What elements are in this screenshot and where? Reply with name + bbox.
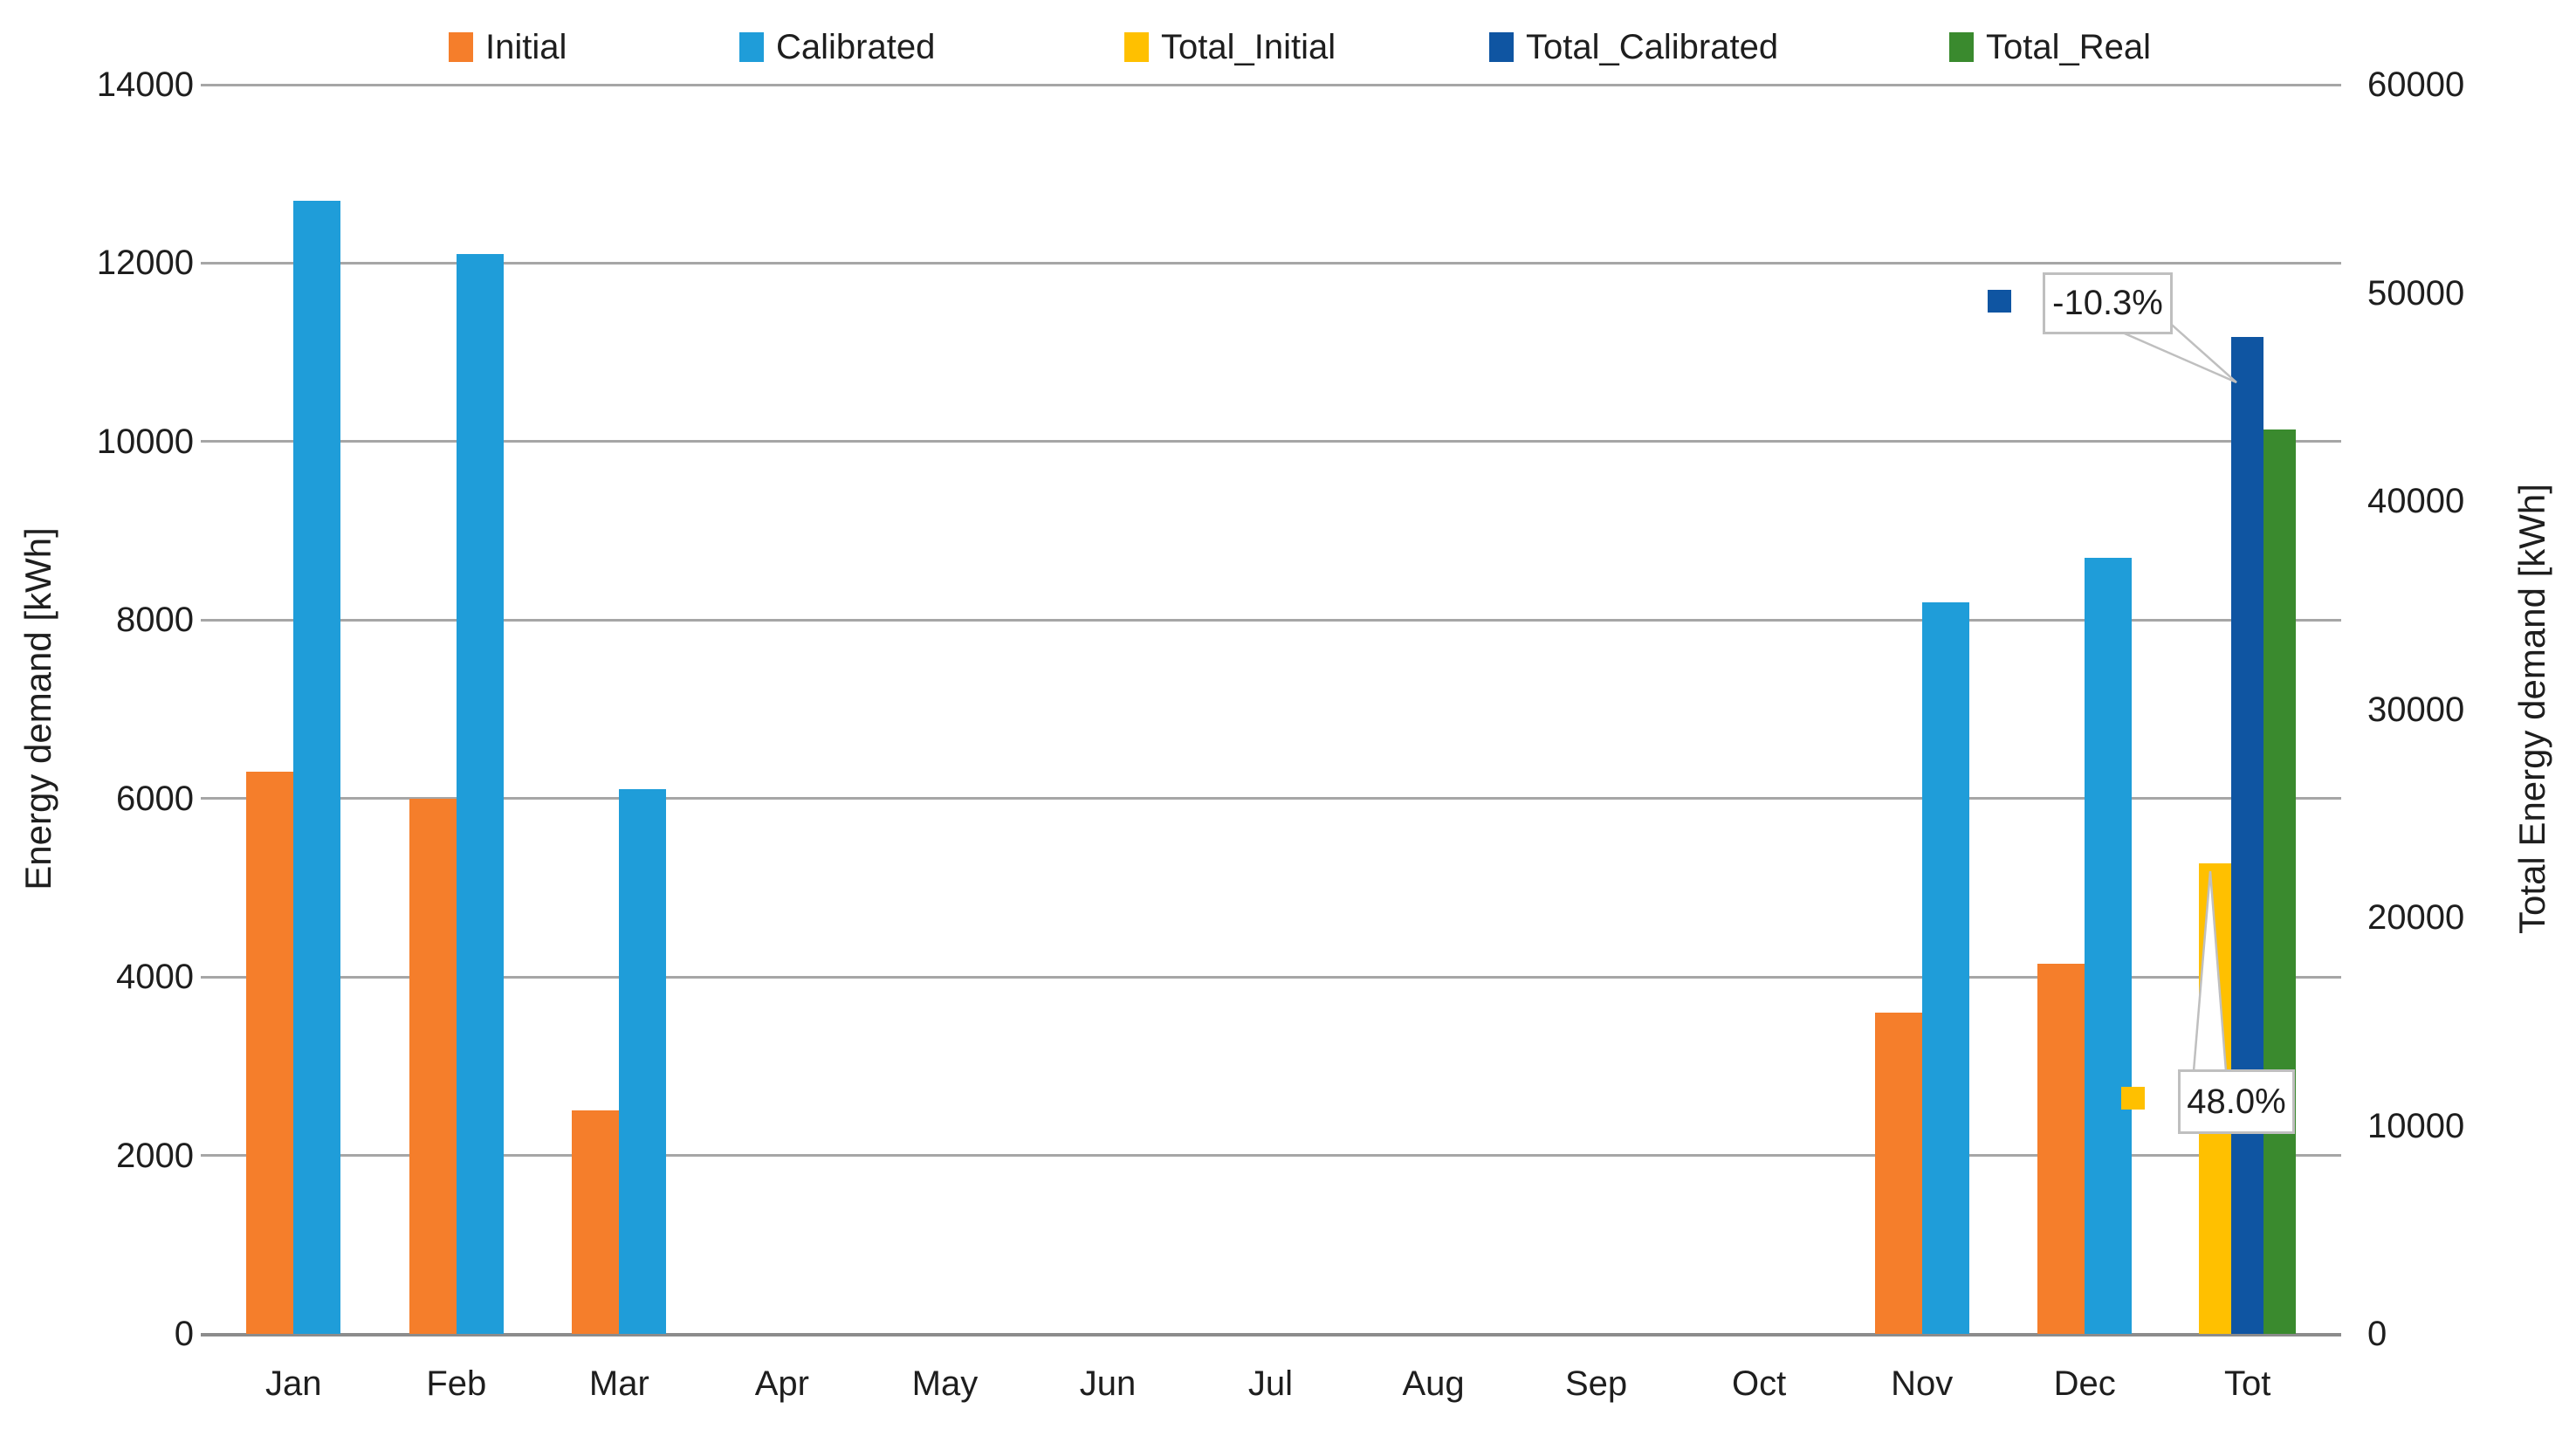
x-axis-label-dec: Dec — [2053, 1364, 2116, 1403]
x-axis-label-nov: Nov — [1891, 1364, 1954, 1403]
gridline-0 — [201, 1332, 2341, 1336]
bar-calibrated-feb — [456, 254, 504, 1334]
primary-y-tick-label: 4000 — [116, 958, 194, 997]
primary-y-tick-label: 6000 — [116, 779, 194, 818]
legend-swatch-total_initial — [1124, 32, 1149, 62]
legend-swatch-initial — [449, 32, 473, 62]
legend-label: Total_Calibrated — [1526, 28, 1779, 66]
legend-item-initial: Initial — [449, 30, 567, 65]
bar-calibrated-dec — [2085, 557, 2133, 1334]
secondary-y-tick-label: 50000 — [2367, 273, 2465, 313]
legend-item-calibrated: Calibrated — [739, 30, 935, 65]
legend-swatch-total_calibrated — [1489, 32, 1514, 62]
legend-label: Initial — [485, 28, 567, 66]
x-axis-label-apr: Apr — [754, 1364, 809, 1403]
bar-calibrated-nov — [1921, 601, 1969, 1334]
bar-initial-feb — [409, 798, 457, 1334]
bar-initial-nov — [1874, 1013, 1922, 1334]
x-axis-label-oct: Oct — [1731, 1364, 1787, 1403]
annotation-callout-total-calibrated: -10.3% — [2043, 272, 2173, 334]
bar-total_real-tot — [2263, 429, 2297, 1334]
legend-item-total_real: Total_Real — [1949, 30, 2151, 65]
secondary-y-tick-label: 10000 — [2367, 1106, 2465, 1145]
primary-y-tick-label: 12000 — [96, 244, 194, 283]
legend-label: Total_Real — [1986, 28, 2152, 66]
x-axis-label-mar: Mar — [588, 1364, 649, 1403]
x-axis-label-aug: Aug — [1402, 1364, 1465, 1403]
total-initial-marker-square — [2121, 1087, 2145, 1110]
legend-swatch-calibrated — [739, 32, 764, 62]
secondary-y-tick-label: 40000 — [2367, 482, 2465, 520]
primary-y-tick-label: 0 — [174, 1315, 194, 1353]
gridline-2000 — [201, 1154, 2341, 1158]
secondary-y-tick-label: 30000 — [2367, 690, 2465, 729]
x-axis-label-sep: Sep — [1564, 1364, 1628, 1403]
x-axis-label-may: May — [911, 1364, 979, 1403]
x-axis-label-jun: Jun — [1079, 1364, 1137, 1403]
primary-y-tick-label: 10000 — [96, 422, 194, 461]
bar-initial-jan — [246, 772, 294, 1334]
x-axis-label-feb: Feb — [426, 1364, 487, 1403]
primary-y-tick-label: 8000 — [116, 601, 194, 640]
gridline-10000 — [201, 440, 2341, 443]
legend-item-total_initial: Total_Initial — [1124, 30, 1336, 65]
bar-initial-dec — [2037, 963, 2085, 1334]
primary-y-tick-label: 14000 — [96, 65, 194, 104]
gridline-8000 — [201, 618, 2341, 622]
gridline-12000 — [201, 261, 2341, 265]
legend-label: Calibrated — [776, 28, 936, 66]
bar-calibrated-jan — [293, 200, 341, 1334]
total-calibrated-marker-square — [1988, 290, 2011, 313]
bar-total_calibrated-tot — [2231, 336, 2264, 1334]
gridline-14000 — [201, 83, 2341, 86]
legend-item-total_calibrated: Total_Calibrated — [1489, 30, 1778, 65]
secondary-y-tick-label: 0 — [2367, 1315, 2387, 1353]
x-axis-label-jul: Jul — [1247, 1364, 1294, 1403]
bar-initial-mar — [572, 1110, 620, 1334]
gridline-4000 — [201, 975, 2341, 979]
gridline-6000 — [201, 797, 2341, 801]
secondary-y-tick-label: 20000 — [2367, 898, 2465, 937]
secondary-y-tick-label: 60000 — [2367, 65, 2465, 104]
x-axis-label-jan: Jan — [265, 1364, 322, 1403]
x-axis-label-tot: Tot — [2224, 1364, 2271, 1403]
primary-y-tick-label: 2000 — [116, 1136, 194, 1175]
legend-swatch-total_real — [1949, 32, 1974, 62]
legend-label: Total_Initial — [1161, 28, 1336, 66]
annotation-callout-total-initial: 48.0% — [2178, 1069, 2295, 1134]
bar-calibrated-mar — [619, 789, 667, 1334]
